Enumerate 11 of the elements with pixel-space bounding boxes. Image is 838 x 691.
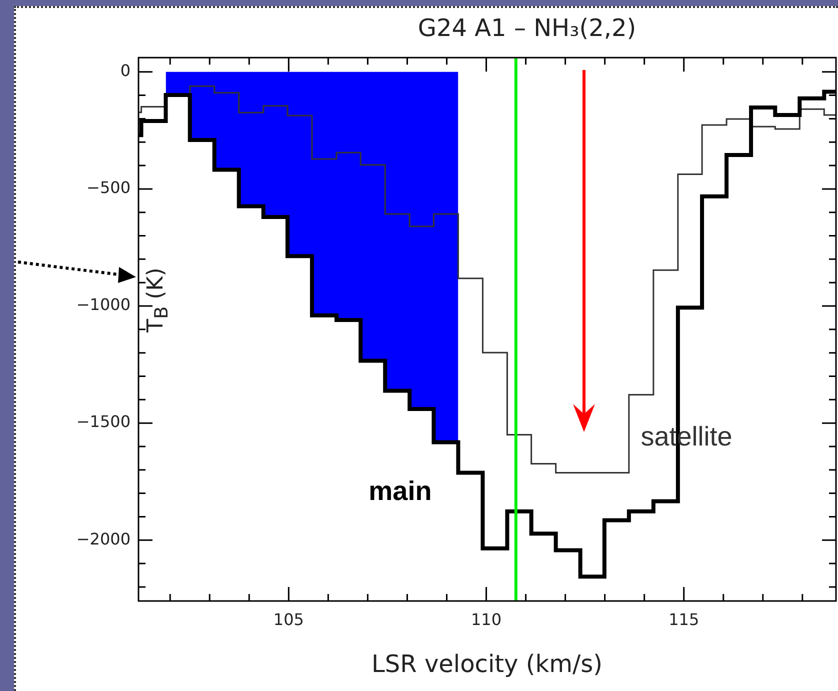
x-tick-label: 115	[668, 610, 700, 629]
y-tick-label: −500	[86, 178, 130, 198]
x-tick-label: 110	[470, 610, 502, 629]
chart-title: G24 A1 – NH₃(2,2)	[416, 14, 638, 42]
series-label: main	[368, 476, 432, 506]
y-tick-label: −1000	[76, 295, 130, 314]
y-tick-label: 0	[120, 61, 130, 80]
y-tick-label: −1500	[76, 412, 130, 432]
x-axis-title: LSR velocity (km/s)	[370, 650, 604, 678]
x-tick-label: 105	[273, 610, 304, 629]
y-tick-label: −2000	[76, 529, 130, 548]
